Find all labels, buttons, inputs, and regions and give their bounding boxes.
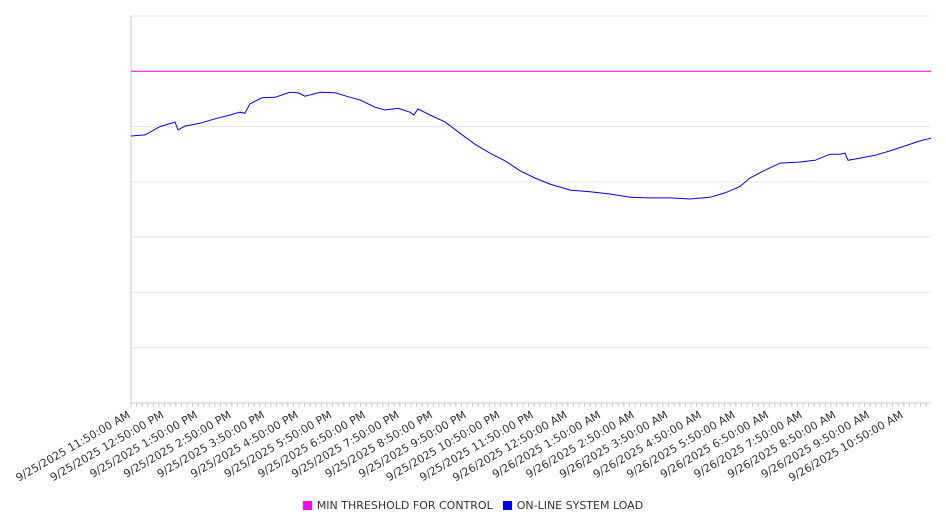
legend-label-system-load: ON-LINE SYSTEM LOAD — [516, 499, 644, 512]
legend-item-system-load[interactable]: ON-LINE SYSTEM LOAD — [502, 499, 644, 512]
legend-label-threshold: MIN THRESHOLD FOR CONTROL — [316, 499, 493, 512]
legend-item-threshold[interactable]: MIN THRESHOLD FOR CONTROL — [302, 499, 493, 512]
legend-swatch-system-load — [502, 501, 512, 510]
system-load-line — [130, 91, 932, 200]
legend-swatch-threshold — [302, 501, 312, 510]
legend: MIN THRESHOLD FOR CONTROL ON-LINE SYSTEM… — [0, 499, 946, 512]
